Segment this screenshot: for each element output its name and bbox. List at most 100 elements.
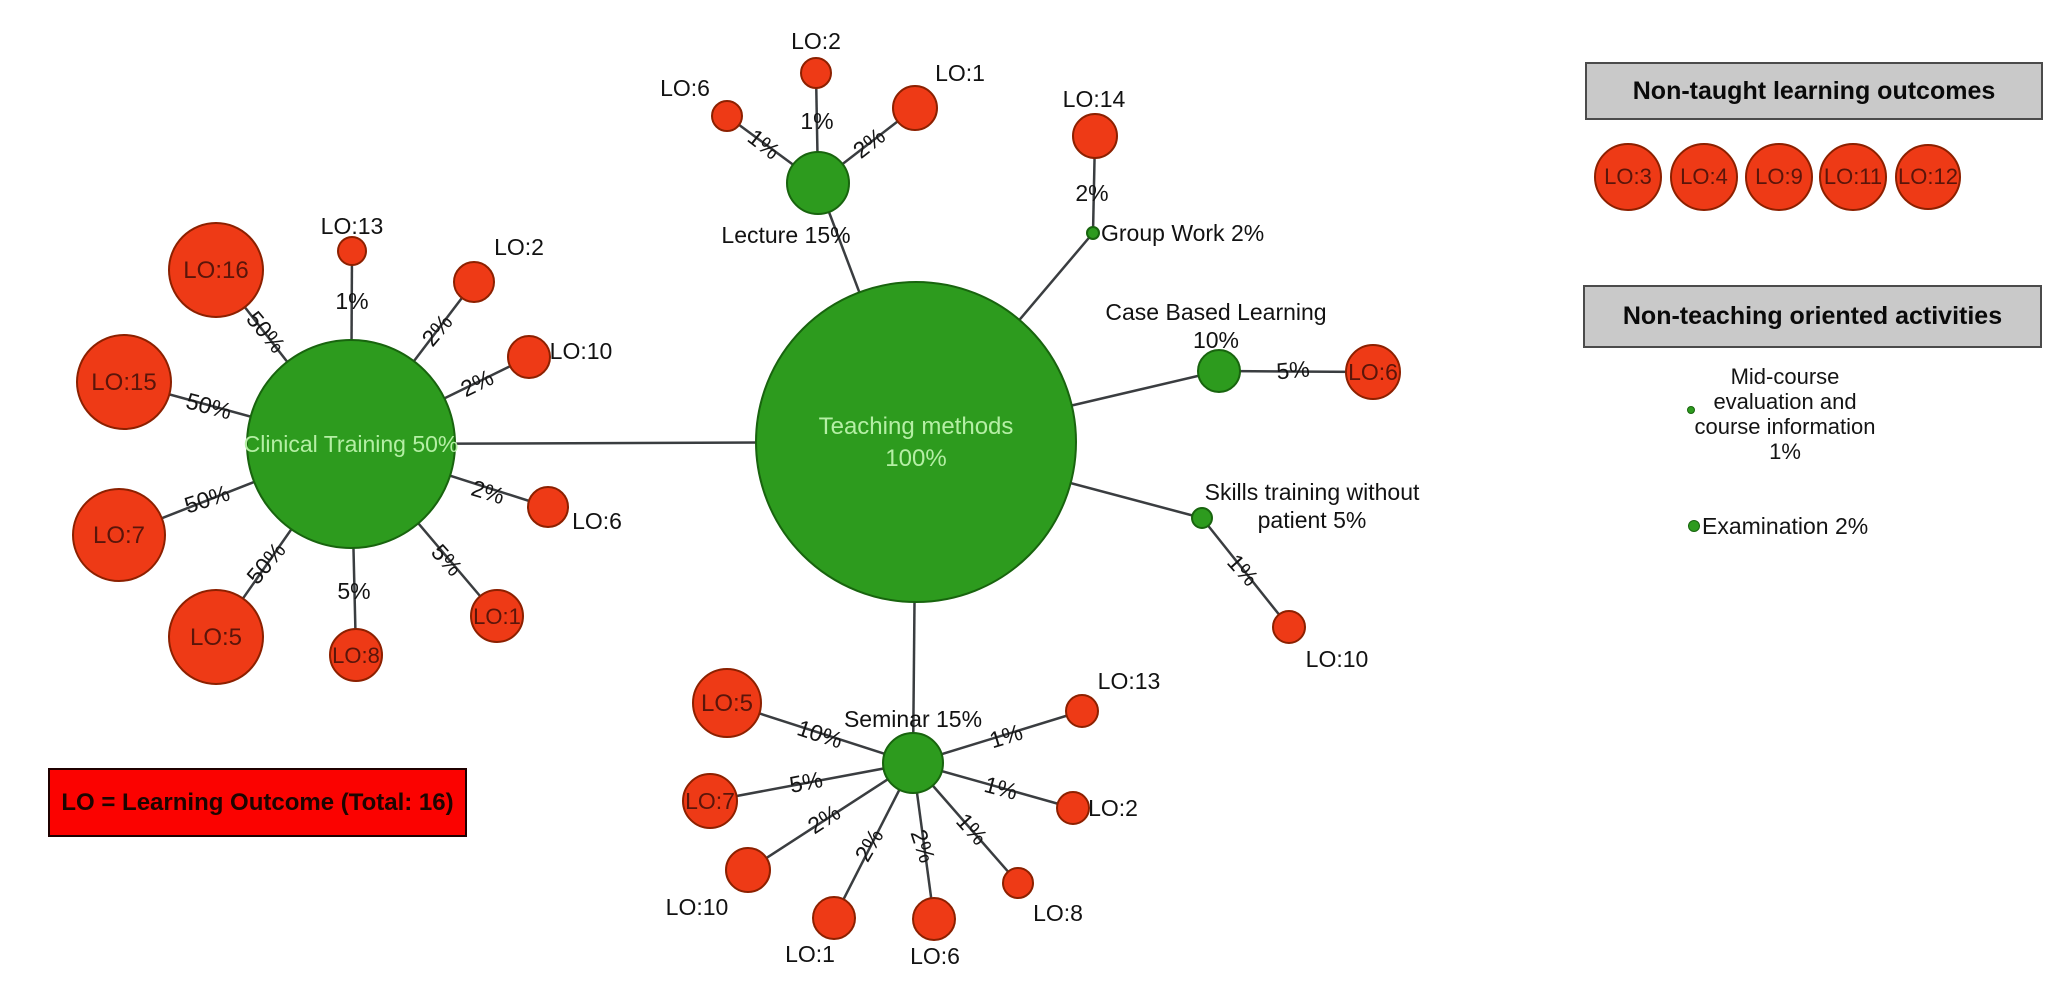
node-lo6-lecture — [711, 100, 743, 132]
edge-label-case-based-learning--lo6-case-based-learning: 5% — [1275, 356, 1310, 385]
node-label-lo7-seminar: LO:7 — [685, 788, 735, 814]
edge-label-skills-training-without-patient--lo10-skills-training: 1% — [1222, 549, 1264, 591]
node-ext-label-lo8-seminar: LO:8 — [1033, 900, 1083, 926]
edge-label-lecture--lo2-lecture: 1% — [800, 108, 833, 134]
node-lo8-seminar — [1002, 867, 1034, 899]
node-lo14-group-work — [1072, 113, 1118, 159]
node-lo2-clinical — [453, 261, 495, 303]
node-lo2-seminar — [1056, 791, 1090, 825]
edge-label-seminar--lo5-seminar: 10% — [794, 715, 846, 754]
node-lo6-clinical — [527, 486, 569, 528]
node-lo5-seminar — [692, 668, 762, 738]
node-label-lo1-clinical: LO:1 — [473, 604, 521, 629]
node-seminar — [882, 732, 944, 794]
node-ext-label-skills-training-without-patient: Skills training without patient 5% — [1205, 479, 1420, 533]
node-clinical-training — [246, 339, 456, 549]
edge-label-clinical-training--lo13-clinical: 1% — [335, 288, 368, 314]
node-ext-label-lo13-clinical: LO:13 — [321, 213, 384, 239]
node-lo13-seminar — [1065, 694, 1099, 728]
edge-label-seminar--lo7-seminar: 5% — [787, 766, 825, 798]
edge-label-clinical-training--lo10-clinical: 2% — [456, 364, 497, 402]
edge-seminar--lo10-seminar — [747, 761, 914, 872]
node-ext-label-lo6-clinical: LO:6 — [572, 508, 622, 534]
node-label-lo16-clinical: LO:16 — [183, 257, 248, 284]
node-ext-label-lo10-clinical: LO:10 — [550, 338, 613, 364]
node-lo10-skills-training — [1272, 610, 1306, 644]
node-group-work — [1086, 226, 1100, 240]
node-lo6-seminar — [912, 897, 956, 941]
node-ext-label-lo1-seminar: LO:1 — [785, 941, 835, 967]
non-taught-outcomes-header: Non-taught learning outcomes — [1585, 62, 2043, 120]
node-ext-label-lo1-lecture: LO:1 — [935, 60, 985, 86]
edge-label-clinical-training--lo15-clinical: 50% — [183, 387, 234, 424]
nodes-layer — [72, 57, 1401, 941]
node-label-lo7-clinical: LO:7 — [93, 522, 145, 549]
non-teaching-activities-header: Non-teaching oriented activities — [1583, 285, 2042, 348]
node-lo7-clinical — [72, 488, 166, 582]
node-lo15-clinical — [76, 334, 172, 430]
node-ext-label-lo10-seminar: LO:10 — [666, 894, 729, 920]
node-lo2-lecture — [800, 57, 832, 89]
edge-label-seminar--lo13-seminar: 1% — [986, 719, 1025, 754]
edge-label-lecture--lo1-lecture: 2% — [848, 123, 890, 164]
edge-label-clinical-training--lo6-clinical: 2% — [468, 475, 507, 510]
node-teaching-methods — [755, 281, 1077, 603]
node-ext-label-lo2-seminar: LO:2 — [1088, 795, 1138, 821]
examination-label: Examination 2% — [1702, 513, 1869, 539]
non-taught-outcome-lo11: LO:11 — [1819, 143, 1887, 211]
edge-label-clinical-training--lo2-clinical: 2% — [416, 309, 457, 351]
examination-dot — [1688, 520, 1700, 532]
node-lecture — [786, 151, 850, 215]
node-ext-label-lo14-group-work: LO:14 — [1063, 86, 1126, 112]
node-lo1-seminar — [812, 896, 856, 940]
node-ext-label-lo10-skills-training: LO:10 — [1306, 646, 1369, 672]
node-lo7-seminar — [682, 773, 738, 829]
edge-label-clinical-training--lo7-clinical: 50% — [181, 480, 233, 519]
non-taught-outcome-lo9: LO:9 — [1745, 143, 1813, 211]
edge-label-clinical-training--lo5-clinical: 50% — [241, 537, 291, 589]
node-label-clinical-training: Clinical Training 50% — [244, 431, 459, 457]
edge-label-seminar--lo1-seminar: 2% — [849, 824, 888, 866]
node-lo8-clinical — [329, 628, 383, 682]
learning-outcome-legend: LO = Learning Outcome (Total: 16) — [48, 768, 467, 837]
node-lo6-case-based-learning — [1345, 344, 1401, 400]
node-label-lo5-seminar: LO:5 — [701, 690, 753, 717]
node-lo13-clinical — [337, 236, 367, 266]
node-ext-label-case-based-learning: Case Based Learning 10% — [1105, 299, 1326, 353]
node-label-lo15-clinical: LO:15 — [91, 369, 156, 396]
edge-label-group-work--lo14-group-work: 2% — [1075, 180, 1108, 206]
node-ext-label-seminar: Seminar 15% — [844, 706, 982, 732]
node-case-based-learning — [1197, 349, 1241, 393]
node-ext-label-lo13-seminar: LO:13 — [1098, 668, 1161, 694]
node-lo16-clinical — [168, 222, 264, 318]
node-label-teaching-methods: Teaching methods 100% — [819, 413, 1014, 472]
node-skills-training-without-patient — [1191, 507, 1213, 529]
node-ext-label-lo6-lecture: LO:6 — [660, 75, 710, 101]
edge-skills-training-without-patient--lo10-skills-training — [1201, 517, 1290, 628]
edge-label-clinical-training--lo8-clinical: 5% — [337, 578, 370, 604]
edge-label-seminar--lo2-seminar: 1% — [982, 771, 1021, 805]
node-lo1-lecture — [892, 85, 938, 131]
node-ext-label-lo2-lecture: LO:2 — [791, 28, 841, 54]
edge-seminar--lo7-seminar — [709, 761, 914, 803]
node-ext-label-lo2-clinical: LO:2 — [494, 234, 544, 260]
non-taught-outcome-lo3: LO:3 — [1594, 143, 1662, 211]
node-lo10-seminar — [725, 847, 771, 893]
mid-course-evaluation-label: Mid-course evaluation and course informati… — [1694, 363, 1876, 464]
node-lo5-clinical — [168, 589, 264, 685]
node-ext-label-lo6-seminar: LO:6 — [910, 943, 960, 969]
mid-course-evaluation-dot — [1687, 406, 1695, 414]
node-lo10-clinical — [507, 335, 551, 379]
node-label-lo8-clinical: LO:8 — [332, 643, 380, 668]
node-label-lo6-case-based-learning: LO:6 — [1348, 359, 1398, 385]
non-taught-outcome-lo12: LO:12 — [1895, 144, 1961, 210]
node-lo1-clinical — [470, 589, 524, 643]
edge-label-seminar--lo6-seminar: 2% — [905, 826, 940, 866]
edge-label-lecture--lo6-lecture: 1% — [743, 124, 785, 165]
edge-label-seminar--lo10-seminar: 2% — [803, 799, 845, 839]
non-taught-outcome-lo4: LO:4 — [1670, 143, 1738, 211]
node-label-lo5-clinical: LO:5 — [190, 624, 242, 651]
node-ext-label-group-work: Group Work 2% — [1101, 220, 1264, 246]
